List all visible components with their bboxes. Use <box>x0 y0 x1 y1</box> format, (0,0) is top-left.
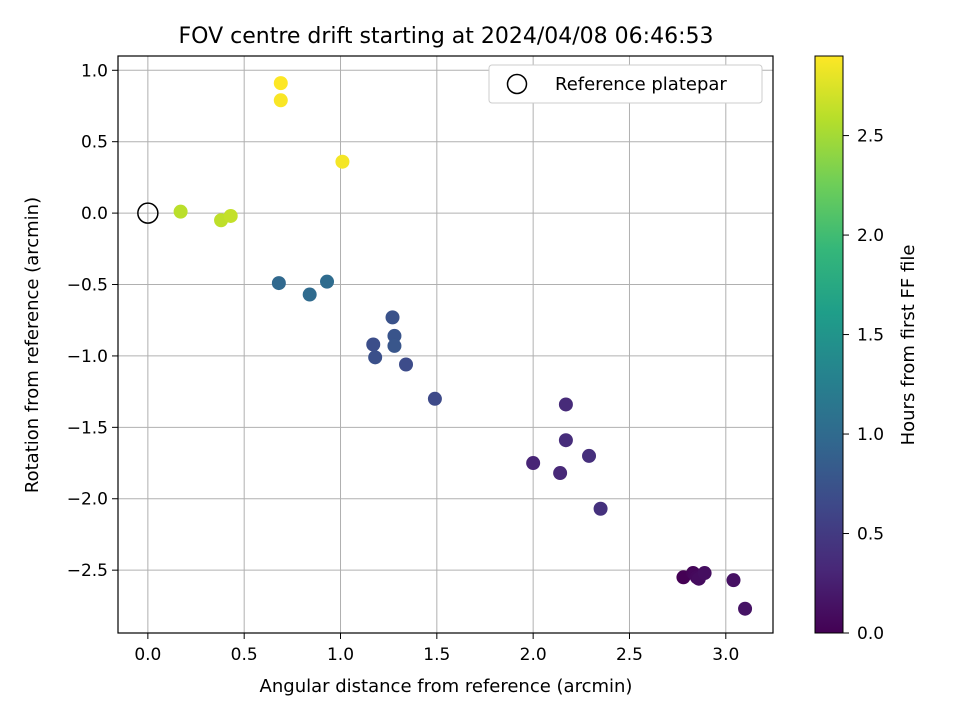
y-tick-label: −2.5 <box>67 561 108 581</box>
colorbar-label: Hours from first FF file <box>898 245 919 446</box>
colorbar-tick-label: 2.0 <box>857 226 884 246</box>
data-point <box>368 350 383 365</box>
data-point <box>697 566 712 581</box>
x-tick-label: 2.0 <box>520 645 547 665</box>
y-axis-label: Rotation from reference (arcmin) <box>22 197 43 493</box>
data-point <box>558 397 573 412</box>
y-tick-label: −0.5 <box>67 276 108 296</box>
grid <box>118 56 773 633</box>
data-point <box>366 337 381 352</box>
data-point <box>526 456 541 471</box>
data-point <box>427 391 442 406</box>
x-tick-label: 3.0 <box>712 645 739 665</box>
legend-entry-reference: Reference platepar <box>555 74 727 95</box>
legend-reference-marker <box>506 73 528 95</box>
x-tick-label: 0.5 <box>231 645 258 665</box>
y-tick-label: −1.0 <box>67 347 108 367</box>
data-point <box>738 601 753 616</box>
y-tick-label: −2.0 <box>67 490 108 510</box>
colorbar-tick-label: 1.0 <box>857 425 884 445</box>
x-axis-label: Angular distance from reference (arcmin) <box>260 676 633 697</box>
data-point <box>273 76 288 91</box>
colorbar-tick-label: 0.5 <box>857 525 884 545</box>
data-point <box>553 466 568 481</box>
colorbar-tick-label: 2.5 <box>857 127 884 147</box>
colorbar: 0.0 0.5 1.0 1.5 2.0 2.5 Hours from first FF f… <box>814 55 919 644</box>
colorbar-gradient <box>814 55 844 634</box>
data-point <box>387 338 402 353</box>
data-point <box>387 328 402 343</box>
chart-title: FOV centre drift starting at 2024/04/08 … <box>179 24 714 49</box>
data-point <box>271 276 286 291</box>
y-axis-ticks: 1.0 0.5 0.0 −0.5 −1.0 −1.5 −2.0 −2.5 <box>67 61 118 581</box>
y-tick-label: 1.0 <box>81 61 108 81</box>
data-point <box>320 274 335 289</box>
data-point <box>273 93 288 108</box>
y-tick-label: 0.0 <box>81 204 108 224</box>
data-point <box>582 448 597 463</box>
colorbar-tick-label: 0.0 <box>857 624 884 644</box>
scatter-points <box>137 76 753 616</box>
colorbar-ticks: 0.0 0.5 1.0 1.5 2.0 2.5 <box>843 127 884 644</box>
plot-frame <box>117 55 774 634</box>
x-axis-ticks: 0.0 0.5 1.0 1.5 2.0 2.5 3.0 <box>134 633 739 665</box>
x-tick-label: 2.5 <box>616 645 643 665</box>
legend-box <box>488 64 763 104</box>
colorbar-tick-label: 1.5 <box>857 326 884 346</box>
y-tick-label: 0.5 <box>81 133 108 153</box>
reference-platepar-marker <box>137 202 159 224</box>
x-tick-label: 0.0 <box>134 645 161 665</box>
y-tick-label: −1.5 <box>67 418 108 438</box>
data-point <box>173 204 188 219</box>
x-tick-label: 1.0 <box>327 645 354 665</box>
data-point <box>302 287 317 302</box>
data-point <box>558 433 573 448</box>
legend: Reference platepar <box>488 64 763 104</box>
data-point <box>335 154 350 169</box>
data-point <box>726 573 741 588</box>
data-point <box>399 357 414 372</box>
data-point <box>385 310 400 325</box>
data-point <box>593 501 608 516</box>
data-point <box>223 208 238 223</box>
x-tick-label: 1.5 <box>423 645 450 665</box>
